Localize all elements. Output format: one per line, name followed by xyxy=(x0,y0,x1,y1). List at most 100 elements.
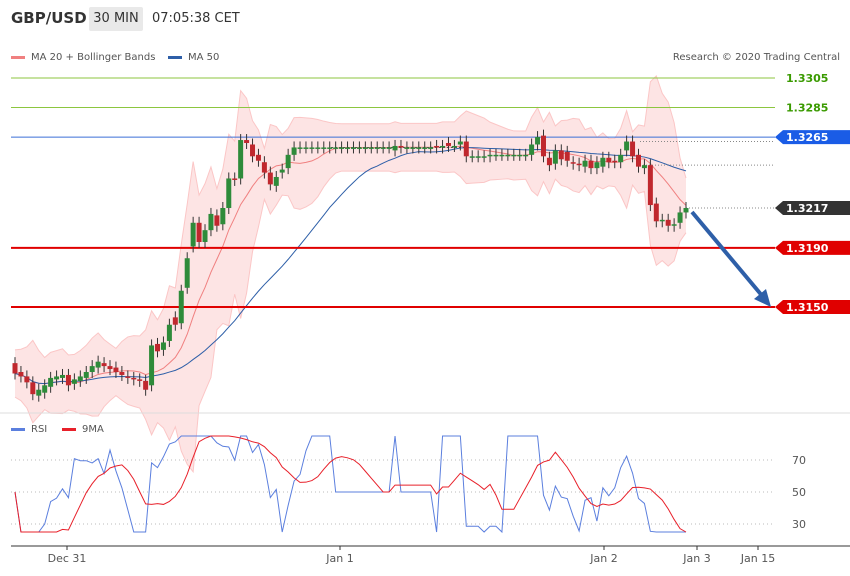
level-label-0: 1.3305 xyxy=(786,72,828,85)
candle-body xyxy=(588,160,594,169)
candle-body xyxy=(445,143,451,146)
candle-body xyxy=(552,150,558,164)
candle-body xyxy=(339,147,345,149)
candle-body xyxy=(410,147,416,149)
candle-body xyxy=(315,147,321,149)
candle-body xyxy=(285,154,291,169)
x-tick-label-2: Jan 2 xyxy=(589,552,617,565)
candle-body xyxy=(36,389,42,396)
rsi-tick-0: 30 xyxy=(792,518,806,531)
candle-body xyxy=(113,367,119,373)
level-label-4: 1.3190 xyxy=(786,242,829,255)
rsi-swatch xyxy=(11,427,25,431)
candle-body xyxy=(261,162,267,173)
level-label-3: 1.3217 xyxy=(786,202,828,215)
candle-body xyxy=(635,154,641,167)
candle-body xyxy=(226,178,232,209)
candle-body xyxy=(368,147,374,149)
candle-body xyxy=(24,376,30,383)
candle-body xyxy=(172,317,178,325)
candle-body xyxy=(333,147,339,149)
candle-body xyxy=(594,162,600,169)
rsi-label: RSI xyxy=(31,424,48,435)
bollinger-lower xyxy=(14,170,687,474)
candle-body xyxy=(416,147,422,149)
candle-body xyxy=(630,141,636,157)
candle-body xyxy=(523,154,529,157)
candle-body xyxy=(564,151,570,161)
candle-body xyxy=(624,141,630,151)
candle-body xyxy=(297,147,303,149)
candle-body xyxy=(65,374,71,386)
candle-body xyxy=(440,145,446,148)
x-tick-label-1: Jan 1 xyxy=(325,552,353,565)
candle-body xyxy=(155,343,161,352)
candle-body xyxy=(481,156,487,158)
candle-body xyxy=(576,163,582,166)
candle-body xyxy=(499,154,505,157)
candle-body xyxy=(356,147,362,149)
timestamp: 07:05:38 CET xyxy=(152,11,240,26)
timeframe-button[interactable]: 30 MIN xyxy=(89,7,143,31)
candle-body xyxy=(60,374,66,378)
x-tick-label-3: Jan 3 xyxy=(682,552,710,565)
legend-9ma: 9MA xyxy=(62,424,104,435)
ma50-swatch xyxy=(168,55,182,59)
level-label-bg-5 xyxy=(775,300,850,314)
candle-body xyxy=(267,172,273,185)
candle-body xyxy=(653,203,659,222)
candle-body xyxy=(89,366,95,373)
candle-body xyxy=(71,379,77,384)
candle-body xyxy=(107,366,113,370)
candle-body xyxy=(18,372,24,377)
x-tick-label-4: Jan 15 xyxy=(740,552,775,565)
level-label-1: 1.3285 xyxy=(786,102,828,115)
rsi-ma-line xyxy=(14,435,687,533)
candle-body xyxy=(196,222,202,242)
candle-body xyxy=(350,147,356,149)
candle-body xyxy=(647,165,653,206)
candle-body xyxy=(677,212,683,223)
level-label-bg-3 xyxy=(775,201,850,216)
candle-body xyxy=(119,372,125,375)
rsi-line xyxy=(14,435,686,534)
level-label-5: 1.3150 xyxy=(786,301,829,314)
rsi-tick-1: 50 xyxy=(792,486,806,499)
candle-body xyxy=(404,147,410,149)
candle-body xyxy=(517,154,523,157)
ma9-swatch xyxy=(62,427,76,431)
ma20-swatch xyxy=(11,55,25,59)
x-tick-label-0: Dec 31 xyxy=(48,552,87,565)
ma50-label: MA 50 xyxy=(188,52,220,63)
candle-body xyxy=(546,157,552,166)
candle-body xyxy=(321,147,327,149)
ma9-label: 9MA xyxy=(82,424,104,435)
candle-body xyxy=(42,385,48,393)
candle-body xyxy=(612,160,618,163)
candle-body xyxy=(659,219,665,222)
candle-body xyxy=(487,154,493,157)
candle-body xyxy=(303,147,309,149)
candle-body xyxy=(558,150,564,160)
candle-body xyxy=(190,222,196,247)
candle-body xyxy=(208,213,214,231)
candle-body xyxy=(457,141,463,145)
candle-body xyxy=(101,363,107,367)
candle-body xyxy=(232,178,238,180)
bollinger-upper xyxy=(14,75,687,359)
candle-body xyxy=(244,140,250,144)
candle-body xyxy=(48,377,54,387)
candle-body xyxy=(220,208,226,225)
rsi-tick-2: 70 xyxy=(792,454,806,467)
legend-ma50: MA 50 xyxy=(168,52,219,63)
candle-body xyxy=(475,156,481,158)
candle-body xyxy=(362,147,368,149)
candle-body xyxy=(160,342,166,350)
candle-body xyxy=(12,363,18,374)
candle-body xyxy=(386,147,392,149)
candle-body xyxy=(493,154,499,157)
credit-text: Research © 2020 Trading Central xyxy=(672,52,840,63)
ma20-label: MA 20 + Bollinger Bands xyxy=(31,52,156,63)
candle-body xyxy=(77,376,83,381)
